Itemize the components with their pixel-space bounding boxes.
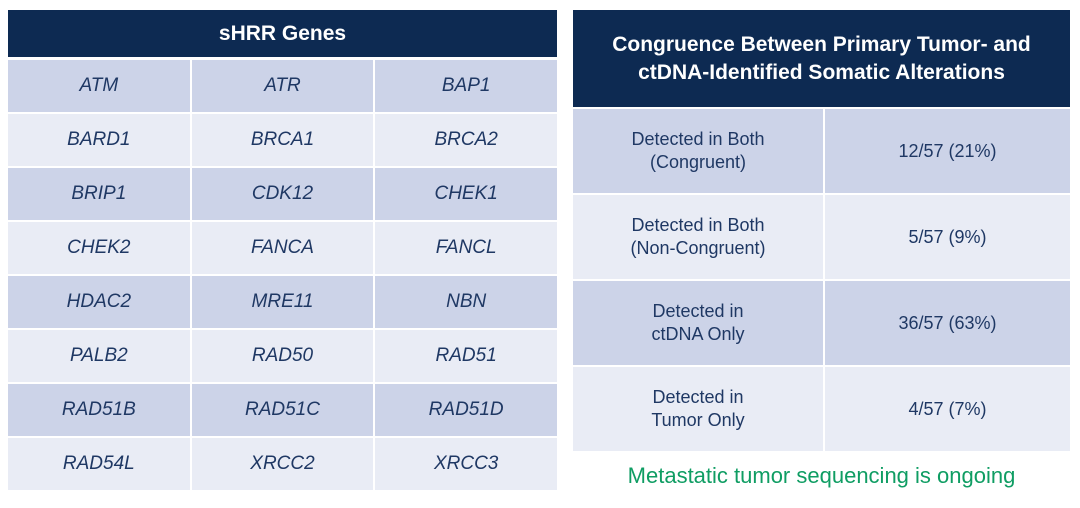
congruence-title-line1: Congruence Between Primary Tumor- and xyxy=(612,33,1031,57)
row-label-line1: Detected in Both xyxy=(631,214,765,235)
gene-cell: FANCA xyxy=(191,222,374,274)
gene-cell: NBN xyxy=(375,276,557,328)
gene-cell: BRCA1 xyxy=(191,114,374,166)
table-row: Detected in Both (Congruent) 12/57 (21%) xyxy=(573,109,1070,193)
row-value: 5/57 (9%) xyxy=(825,195,1070,279)
gene-cell: XRCC2 xyxy=(191,438,374,490)
row-label: Detected in ctDNA Only xyxy=(573,281,823,365)
gene-cell: HDAC2 xyxy=(8,276,190,328)
congruence-table: Congruence Between Primary Tumor- and ct… xyxy=(573,10,1070,489)
gene-cell: MRE11 xyxy=(191,276,374,328)
gene-cell: RAD51 xyxy=(375,330,557,382)
table-row: Detected in Both (Non-Congruent) 5/57 (9… xyxy=(573,195,1070,279)
gene-cell: RAD50 xyxy=(191,330,374,382)
row-value: 12/57 (21%) xyxy=(825,109,1070,193)
shrr-genes-table: sHRR Genes ATM ATR BAP1 BARD1 BRCA1 BRCA… xyxy=(8,10,557,490)
gene-cell: XRCC3 xyxy=(375,438,557,490)
congruence-table-title: Congruence Between Primary Tumor- and ct… xyxy=(573,10,1070,107)
gene-cell: ATR xyxy=(191,60,374,112)
gene-cell: RAD54L xyxy=(8,438,190,490)
row-label: Detected in Both (Congruent) xyxy=(573,109,823,193)
row-label-line2: ctDNA Only xyxy=(651,324,745,344)
gene-cell: ATM xyxy=(8,60,190,112)
gene-cell: BARD1 xyxy=(8,114,190,166)
gene-cell: BRIP1 xyxy=(8,168,190,220)
gene-cell: RAD51B xyxy=(8,384,190,436)
row-value: 36/57 (63%) xyxy=(825,281,1070,365)
sequencing-status-note: Metastatic tumor sequencing is ongoing xyxy=(627,463,1016,488)
table-row: Detected in ctDNA Only 36/57 (63%) xyxy=(573,281,1070,365)
gene-cell: RAD51C xyxy=(191,384,374,436)
gene-cell: RAD51D xyxy=(375,384,557,436)
table-row: Detected in Tumor Only 4/57 (7%) xyxy=(573,367,1070,451)
row-label-line2: (Congruent) xyxy=(649,152,747,172)
row-label-line2: (Non-Congruent) xyxy=(630,238,766,258)
row-label-line1: Detected in xyxy=(652,300,744,321)
row-label-line1: Detected in Both xyxy=(631,128,765,149)
gene-cell: BAP1 xyxy=(375,60,557,112)
row-value: 4/57 (7%) xyxy=(825,367,1070,451)
row-label: Detected in Both (Non-Congruent) xyxy=(573,195,823,279)
row-label-line2: Tumor Only xyxy=(651,410,745,430)
gene-cell: FANCL xyxy=(375,222,557,274)
shrr-genes-grid: ATM ATR BAP1 BARD1 BRCA1 BRCA2 BRIP1 CDK… xyxy=(8,60,557,490)
gene-cell: PALB2 xyxy=(8,330,190,382)
congruence-title-line2: ctDNA-Identified Somatic Alterations xyxy=(638,60,1005,84)
gene-cell: BRCA2 xyxy=(375,114,557,166)
row-label-line1: Detected in xyxy=(652,386,744,407)
gene-cell: CHEK2 xyxy=(8,222,190,274)
shrr-genes-table-title: sHRR Genes xyxy=(8,10,557,57)
gene-cell: CHEK1 xyxy=(375,168,557,220)
row-label: Detected in Tumor Only xyxy=(573,367,823,451)
gene-cell: CDK12 xyxy=(191,168,374,220)
congruence-rows: Detected in Both (Congruent) 12/57 (21%)… xyxy=(573,109,1070,451)
